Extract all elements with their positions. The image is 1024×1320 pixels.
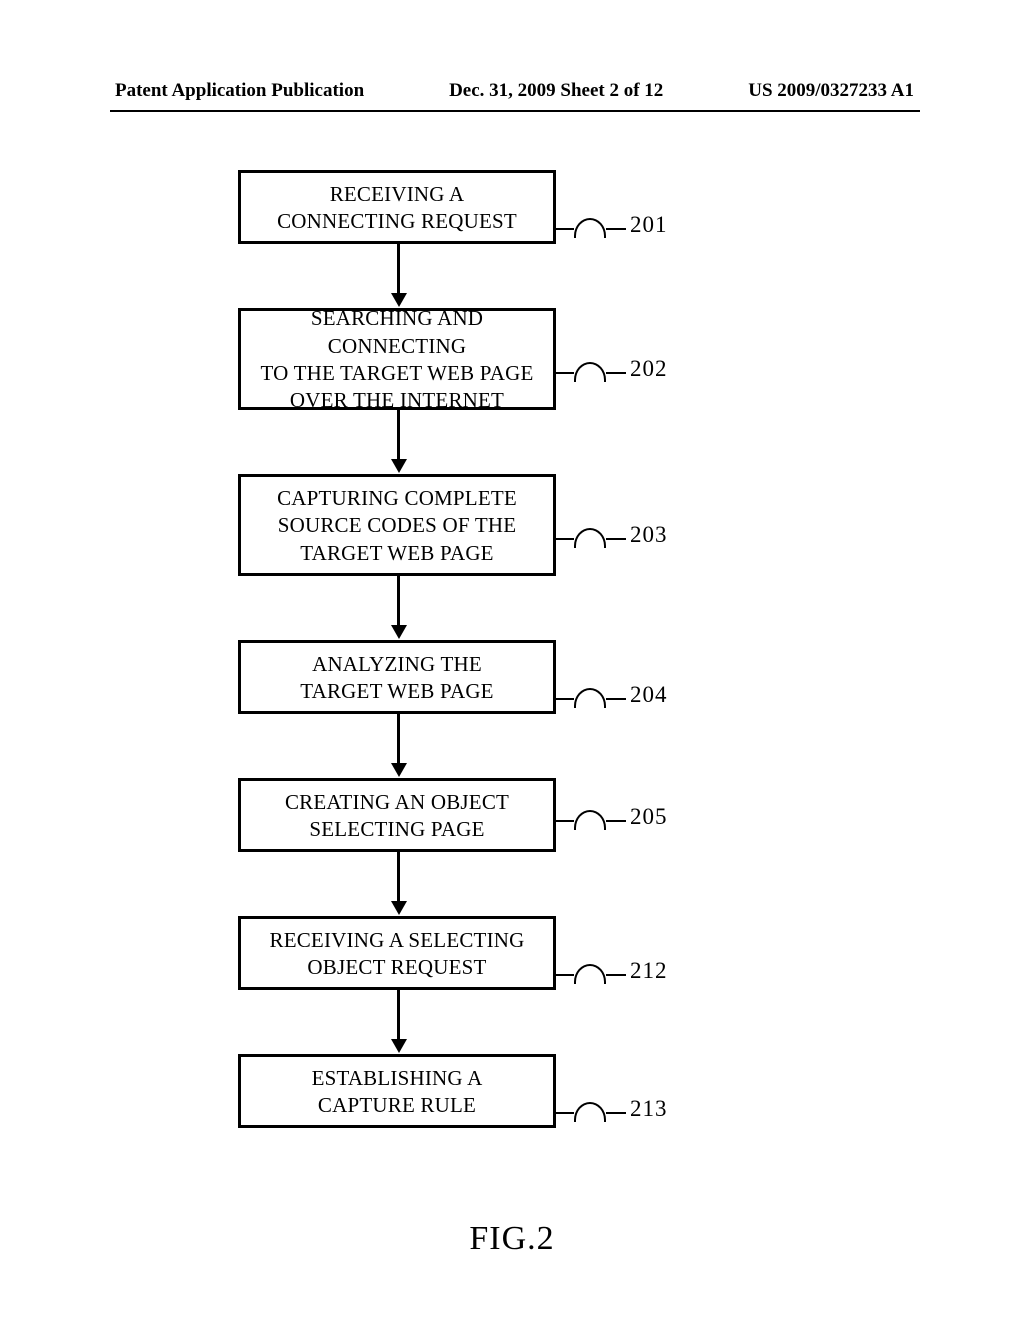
- flow-box: CAPTURING COMPLETESOURCE CODES OF THETAR…: [238, 474, 556, 576]
- lead-line: [606, 820, 626, 823]
- ref-lead: 204: [556, 678, 668, 708]
- figure-label: FIG.2: [0, 1220, 1024, 1258]
- lead-line: [606, 228, 626, 231]
- header-rule: [110, 110, 920, 112]
- lead-line: [556, 228, 574, 231]
- ref-number: 201: [630, 212, 668, 238]
- lead-hump: [574, 810, 606, 830]
- header-right: US 2009/0327233 A1: [748, 80, 914, 102]
- connector-line: [397, 714, 400, 764]
- ref-lead: 212: [556, 954, 668, 984]
- flow-box: SEARCHING AND CONNECTINGTO THE TARGET WE…: [238, 308, 556, 410]
- flow-box: RECEIVING ACONNECTING REQUEST: [238, 170, 556, 244]
- ref-number: 203: [630, 522, 668, 548]
- connector-line: [397, 244, 400, 294]
- arrowhead-icon: [391, 901, 407, 915]
- header-center: Dec. 31, 2009 Sheet 2 of 12: [449, 80, 663, 102]
- lead-hump: [574, 688, 606, 708]
- lead-line: [606, 538, 626, 541]
- lead-line: [556, 820, 574, 823]
- flow-step: CREATING AN OBJECTSELECTING PAGE: [238, 778, 556, 852]
- lead-hump: [574, 528, 606, 548]
- flow-step: SEARCHING AND CONNECTINGTO THE TARGET WE…: [238, 308, 556, 410]
- lead-line: [556, 538, 574, 541]
- lead-hump: [574, 1102, 606, 1122]
- lead-hump: [574, 362, 606, 382]
- connector-line: [397, 576, 400, 626]
- ref-number: 202: [630, 356, 668, 382]
- arrowhead-icon: [391, 763, 407, 777]
- arrowhead-icon: [391, 459, 407, 473]
- arrowhead-icon: [391, 1039, 407, 1053]
- flow-step: RECEIVING ACONNECTING REQUEST: [238, 170, 556, 244]
- arrowhead-icon: [391, 293, 407, 307]
- ref-number: 213: [630, 1096, 668, 1122]
- arrowhead-icon: [391, 625, 407, 639]
- lead-line: [606, 698, 626, 701]
- ref-lead: 202: [556, 352, 668, 382]
- flow-box: ANALYZING THETARGET WEB PAGE: [238, 640, 556, 714]
- ref-lead: 203: [556, 518, 668, 548]
- ref-lead: 205: [556, 800, 668, 830]
- connector-line: [397, 990, 400, 1040]
- flow-step: ANALYZING THETARGET WEB PAGE: [238, 640, 556, 714]
- lead-hump: [574, 218, 606, 238]
- lead-line: [606, 974, 626, 977]
- lead-line: [556, 698, 574, 701]
- ref-number: 212: [630, 958, 668, 984]
- flow-box: ESTABLISHING ACAPTURE RULE: [238, 1054, 556, 1128]
- ref-lead: 201: [556, 208, 668, 238]
- flow-step: RECEIVING A SELECTINGOBJECT REQUEST: [238, 916, 556, 990]
- connector-line: [397, 410, 400, 460]
- header-left: Patent Application Publication: [115, 80, 364, 102]
- lead-line: [606, 1112, 626, 1115]
- connector-line: [397, 852, 400, 902]
- ref-lead: 213: [556, 1092, 668, 1122]
- lead-line: [606, 372, 626, 375]
- lead-hump: [574, 964, 606, 984]
- flow-step: ESTABLISHING ACAPTURE RULE: [238, 1054, 556, 1128]
- flow-box: RECEIVING A SELECTINGOBJECT REQUEST: [238, 916, 556, 990]
- lead-line: [556, 1112, 574, 1115]
- ref-number: 204: [630, 682, 668, 708]
- lead-line: [556, 372, 574, 375]
- flow-box: CREATING AN OBJECTSELECTING PAGE: [238, 778, 556, 852]
- ref-number: 205: [630, 804, 668, 830]
- page-header: Patent Application Publication Dec. 31, …: [0, 80, 1024, 102]
- lead-line: [556, 974, 574, 977]
- flow-step: CAPTURING COMPLETESOURCE CODES OF THETAR…: [238, 474, 556, 576]
